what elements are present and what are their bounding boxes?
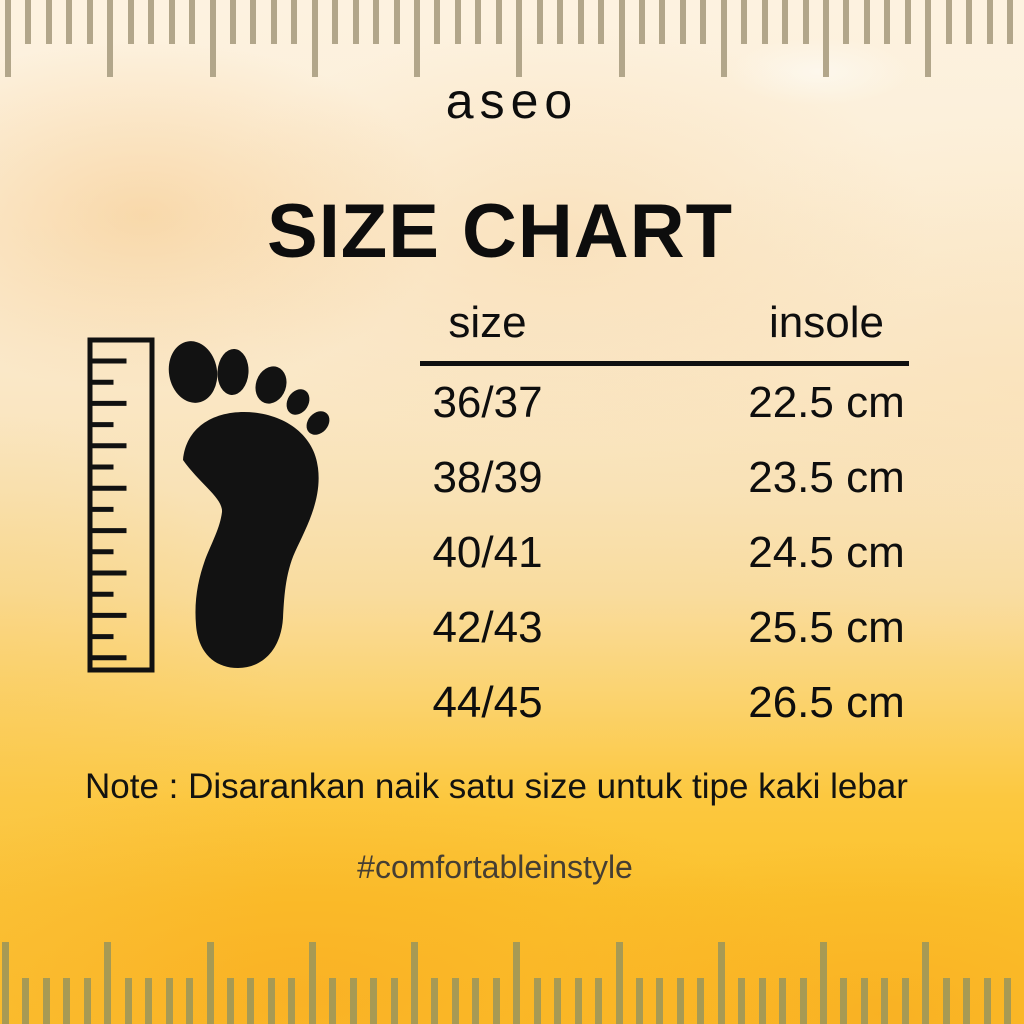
table-row: 44/45 26.5 cm bbox=[420, 666, 909, 741]
footprint-icon bbox=[168, 341, 330, 668]
table-row: 38/39 23.5 cm bbox=[420, 441, 909, 516]
foot-measuring-graphic bbox=[87, 337, 330, 673]
table-row: 42/43 25.5 cm bbox=[420, 591, 909, 666]
page-title: SIZE CHART bbox=[267, 189, 733, 274]
table-header-row: size insole bbox=[420, 288, 909, 358]
note-text: Note : Disarankan naik satu size untuk t… bbox=[85, 767, 908, 806]
table-row: 36/37 22.5 cm bbox=[420, 366, 909, 441]
table-row: 40/41 24.5 cm bbox=[420, 516, 909, 591]
measuring-ruler-icon bbox=[87, 337, 155, 673]
size-value: 40/41 bbox=[432, 528, 543, 577]
size-value: 44/45 bbox=[432, 678, 543, 727]
size-value: 38/39 bbox=[432, 453, 543, 502]
size-value: 36/37 bbox=[432, 378, 543, 427]
header-underline bbox=[420, 361, 909, 366]
size-value: 42/43 bbox=[432, 603, 543, 652]
insole-value: 25.5 cm bbox=[748, 603, 905, 652]
hashtag-text: #comfortableinstyle bbox=[357, 849, 633, 885]
size-table: size insole 36/37 22.5 cm 38/39 23.5 cm … bbox=[420, 288, 909, 741]
column-header-insole: insole bbox=[769, 298, 884, 347]
insole-value: 23.5 cm bbox=[748, 453, 905, 502]
column-header-size: size bbox=[448, 298, 527, 347]
insole-value: 26.5 cm bbox=[748, 678, 905, 727]
brand-logo-text: aseo bbox=[445, 73, 579, 129]
insole-value: 24.5 cm bbox=[748, 528, 905, 577]
insole-value: 22.5 cm bbox=[748, 378, 905, 427]
